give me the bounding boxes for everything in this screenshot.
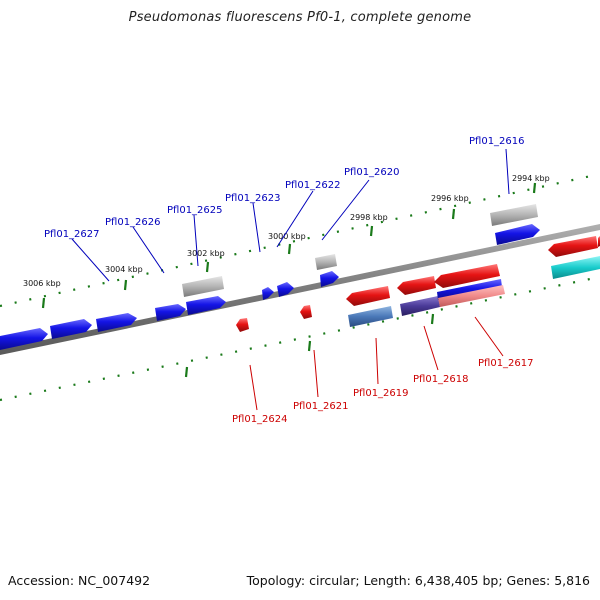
gene-label[interactable]: Pfl01_2625 — [167, 205, 223, 216]
forward-gene-labels: Pfl01_2616 Pfl01_2620 Pfl01_2622 Pfl01_2… — [44, 136, 525, 240]
genome-backbone — [0, 224, 600, 355]
gene-label[interactable]: Pfl01_2624 — [232, 414, 288, 425]
gene-label[interactable]: Pfl01_2620 — [344, 167, 400, 178]
gene-arrow[interactable] — [96, 313, 137, 332]
kbp-label: 2994 kbp — [512, 174, 550, 183]
gene-label[interactable]: Pfl01_2626 — [105, 217, 161, 228]
pseudo-gene[interactable] — [490, 204, 538, 226]
gene-block-cyan[interactable] — [551, 256, 600, 279]
gene-arrow[interactable] — [434, 264, 500, 288]
gene-block-purple[interactable] — [400, 296, 440, 316]
gene-label[interactable]: Pfl01_2627 — [44, 229, 100, 240]
gene-label[interactable]: Pfl01_2617 — [478, 358, 534, 369]
gene-arrow[interactable] — [262, 287, 274, 300]
genome-title: Pseudomonas fluorescens Pf0-1, complete … — [128, 10, 472, 25]
gene-arrow[interactable] — [300, 305, 312, 319]
gene-arrow[interactable] — [397, 276, 436, 295]
reverse-tick-track — [0, 275, 600, 402]
gene-label[interactable]: Pfl01_2618 — [413, 374, 469, 385]
reverse-genes — [236, 236, 600, 332]
forward-genes — [0, 224, 540, 350]
kbp-label: 3000 kbp — [268, 232, 306, 241]
gene-arrow[interactable] — [320, 271, 339, 287]
reverse-gene-labels: Pfl01_2617 Pfl01_2618 Pfl01_2619 Pfl01_2… — [232, 358, 534, 425]
gene-block-pink[interactable] — [438, 285, 505, 307]
pseudo-gene[interactable] — [182, 276, 224, 297]
kbp-label: 2998 kbp — [350, 213, 388, 222]
gene-label[interactable]: Pfl01_2616 — [469, 136, 525, 147]
kbp-label: 3006 kbp — [23, 279, 61, 288]
pseudo-gene[interactable] — [315, 254, 337, 270]
kbp-major-ticks — [41, 182, 537, 378]
gene-block-steel[interactable] — [348, 306, 393, 327]
gene-label[interactable]: Pfl01_2622 — [285, 180, 341, 191]
kbp-label: 2996 kbp — [431, 194, 469, 203]
gene-arrow[interactable] — [186, 296, 226, 315]
reverse-leader-lines — [249, 316, 504, 411]
gene-label[interactable]: Pfl01_2621 — [293, 401, 349, 412]
gene-arrow[interactable] — [277, 282, 294, 297]
forward-leader-lines — [71, 148, 510, 282]
forward-pseudo-genes — [182, 204, 538, 297]
kbp-label: 3002 kbp — [187, 249, 225, 258]
gene-arrow[interactable] — [50, 319, 92, 339]
gene-arrow[interactable] — [346, 286, 390, 306]
forward-tick-track — [0, 172, 600, 308]
accession-text: Accession: NC_007492 — [8, 573, 151, 588]
gene-label[interactable]: Pfl01_2623 — [225, 193, 281, 204]
kbp-label: 3004 kbp — [105, 265, 143, 274]
gene-arrow[interactable] — [236, 318, 249, 332]
genome-summary-text: Topology: circular; Length: 6,438,405 bp… — [246, 573, 590, 588]
gene-arrow[interactable] — [548, 236, 598, 257]
gene-arrow[interactable] — [495, 224, 540, 245]
reverse-other-genes — [348, 256, 600, 327]
gene-block-blue[interactable] — [437, 279, 502, 300]
gene-label[interactable]: Pfl01_2619 — [353, 388, 409, 399]
gene-arrow[interactable] — [155, 304, 186, 321]
gene-arrow[interactable] — [0, 328, 48, 350]
